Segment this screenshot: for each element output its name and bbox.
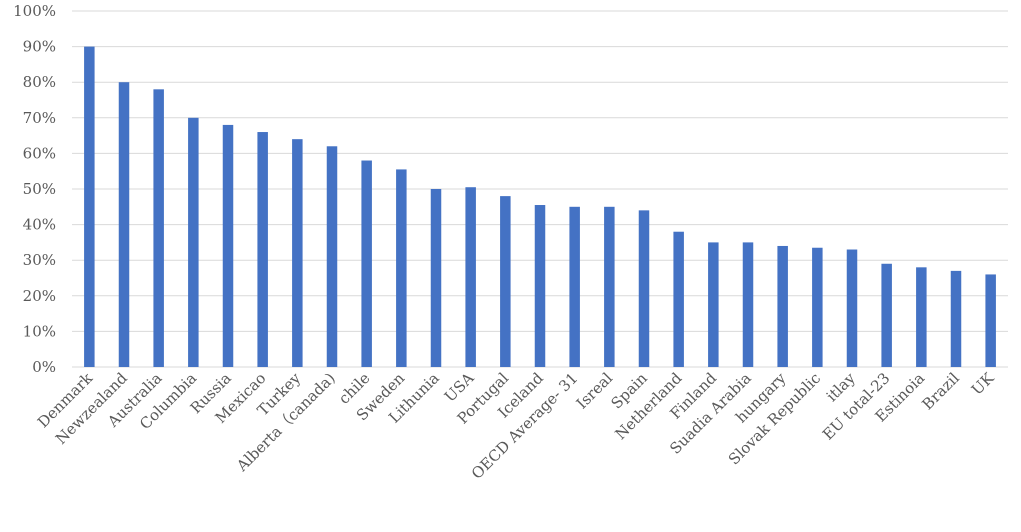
- bars: [84, 46, 996, 367]
- bar: [742, 242, 754, 367]
- y-axis-tick-labels: 0% 10% 20% 30% 40% 50% 60% 70% 80% 90% 100%: [13, 2, 56, 376]
- bar: [881, 263, 892, 367]
- y-tick-label: 60%: [23, 144, 56, 162]
- bar: [396, 169, 407, 367]
- bar: [188, 117, 199, 367]
- bar: [500, 196, 511, 367]
- y-tick-label: 10%: [23, 322, 56, 340]
- bar: [292, 139, 303, 367]
- x-tick-label: Brazil: [919, 369, 963, 413]
- bar: [569, 206, 580, 367]
- y-tick-label: 40%: [23, 216, 56, 234]
- y-tick-label: 30%: [23, 251, 56, 269]
- bar: [257, 132, 268, 367]
- bar: [118, 82, 130, 367]
- bar: [326, 146, 338, 367]
- x-tick-label: UK: [968, 369, 998, 399]
- bar: [84, 46, 95, 367]
- bar: [153, 89, 164, 367]
- bar: [777, 245, 788, 367]
- bar: [846, 249, 858, 367]
- y-tick-label: 50%: [23, 180, 56, 198]
- bar: [950, 270, 962, 367]
- bar: [361, 160, 372, 367]
- x-axis-tick-labels: DenmarkNewzealandAustraliaColumbiaRussia…: [34, 368, 998, 482]
- y-tick-label: 0%: [32, 358, 56, 376]
- y-tick-label: 20%: [23, 287, 56, 305]
- bar: [430, 189, 442, 367]
- bar: [673, 231, 684, 367]
- bar: [708, 242, 719, 367]
- bar: [534, 205, 546, 367]
- x-tick-label: Isreal: [573, 369, 617, 413]
- bar: [604, 206, 615, 367]
- bar: [222, 124, 234, 367]
- bar: [465, 187, 476, 367]
- y-tick-label: 90%: [23, 38, 56, 56]
- bar: [638, 210, 650, 367]
- bar: [916, 267, 927, 367]
- bar: [985, 274, 996, 367]
- y-tick-label: 100%: [13, 2, 56, 20]
- y-tick-label: 70%: [23, 109, 56, 127]
- y-tick-label: 80%: [23, 73, 56, 91]
- bar: [812, 247, 823, 367]
